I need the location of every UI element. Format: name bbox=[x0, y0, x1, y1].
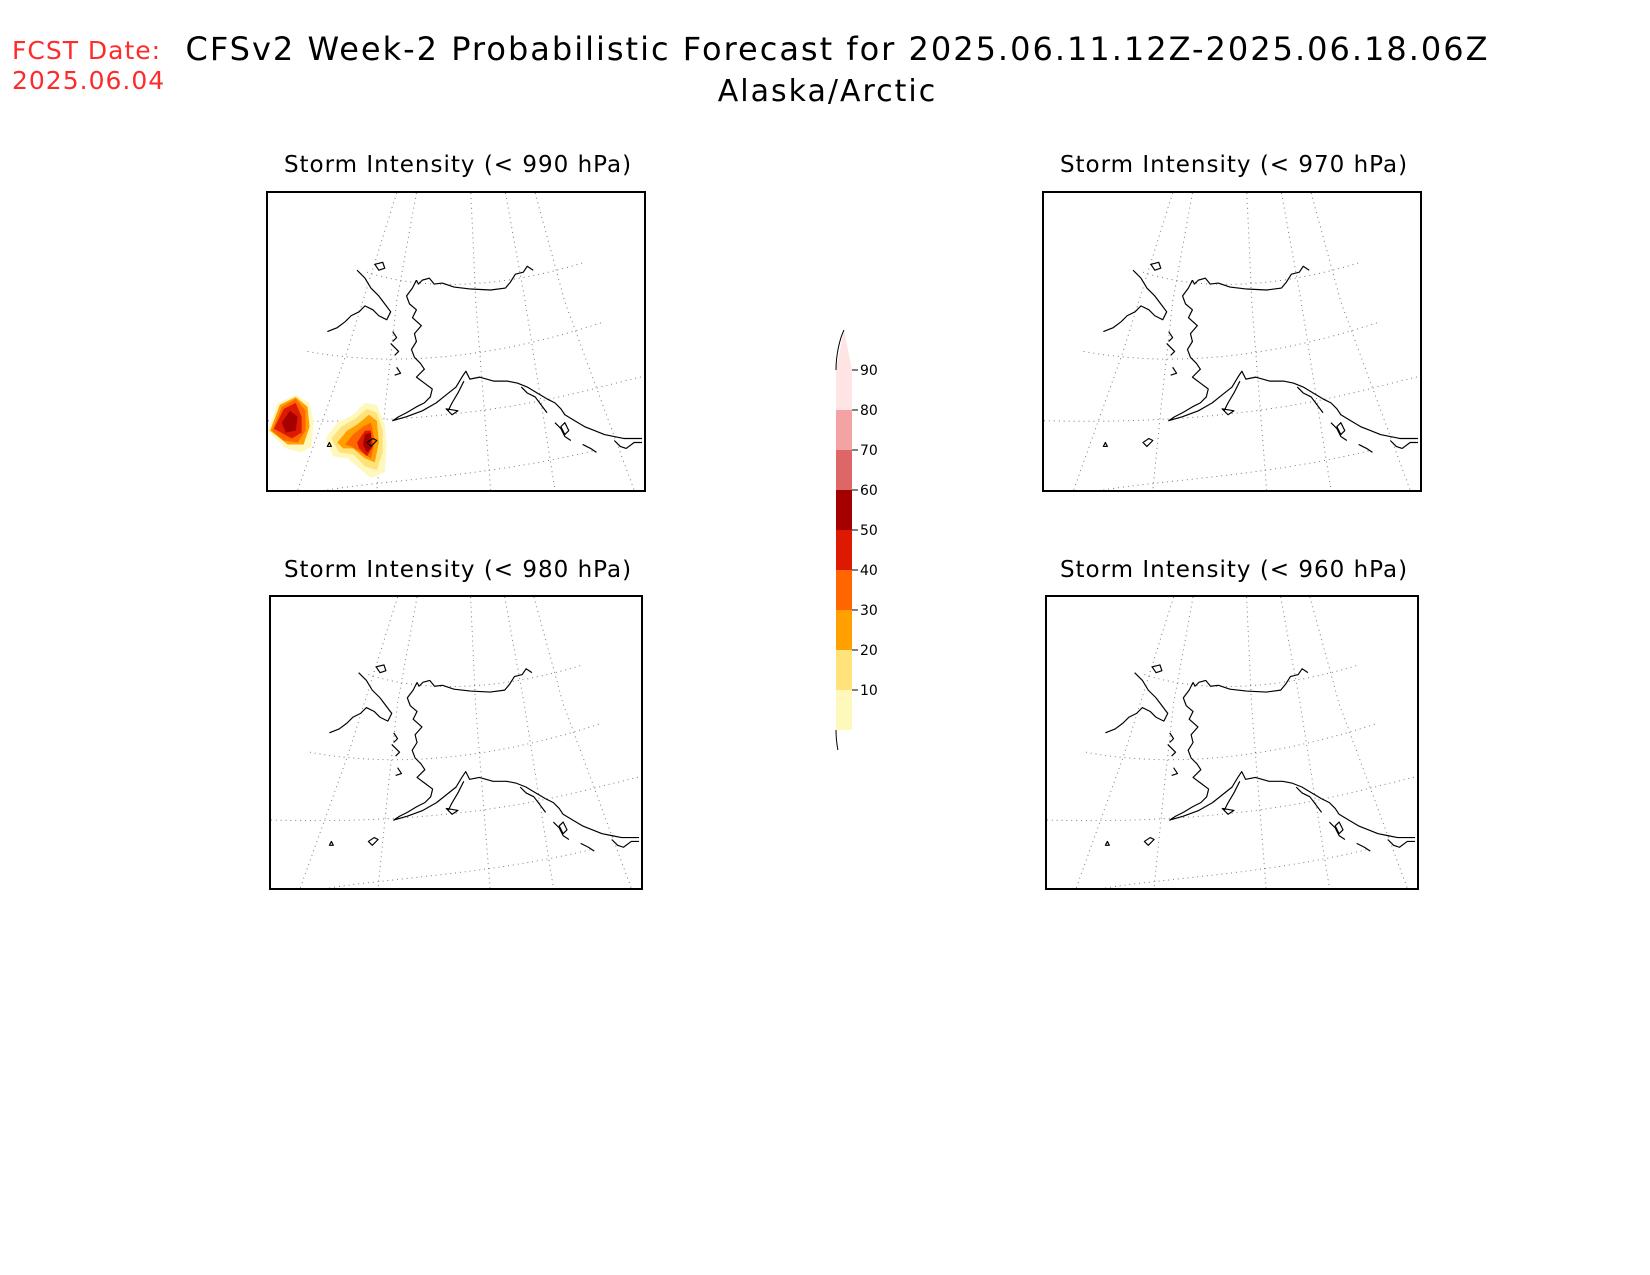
colorbar-bottom-edge bbox=[835, 729, 845, 771]
panel-title-960: Storm Intensity (< 960 hPa) bbox=[1059, 557, 1409, 583]
alaska-map-980 bbox=[271, 597, 641, 888]
colorbar: 90 80 70 60 50 40 30 20 10 bbox=[820, 329, 900, 771]
map-panel-960 bbox=[1045, 595, 1419, 890]
alaska-map-990 bbox=[268, 193, 644, 490]
colorbar-label-80: 80 bbox=[860, 403, 878, 419]
colorbar-box-30 bbox=[836, 610, 852, 650]
colorbar-box-50 bbox=[836, 530, 852, 570]
alaska-map-970 bbox=[1044, 193, 1420, 490]
colorbar-label-60: 60 bbox=[860, 483, 878, 499]
panel-title-980: Storm Intensity (< 980 hPa) bbox=[283, 557, 633, 583]
map-panel-980 bbox=[269, 595, 643, 890]
colorbar-box-60 bbox=[836, 490, 852, 530]
panel-title-970: Storm Intensity (< 970 hPa) bbox=[1059, 152, 1409, 178]
colorbar-label-20: 20 bbox=[860, 643, 878, 659]
colorbar-svg: 90 80 70 60 50 40 30 20 10 bbox=[835, 329, 878, 771]
page-title: CFSv2 Week-2 Probabilistic Forecast for … bbox=[0, 30, 1650, 109]
colorbar-box-40 bbox=[836, 570, 852, 610]
colorbar-box-20 bbox=[836, 650, 852, 690]
colorbar-label-30: 30 bbox=[860, 603, 878, 619]
colorbar-box-80 bbox=[836, 410, 852, 450]
fcst-date-label: FCST Date: bbox=[12, 36, 162, 65]
fcst-date-value: 2025.06.04 bbox=[12, 66, 166, 95]
colorbar-label-40: 40 bbox=[860, 563, 878, 579]
alaska-map-960 bbox=[1047, 597, 1417, 888]
colorbar-top-edge bbox=[835, 329, 845, 371]
colorbar-label-50: 50 bbox=[860, 523, 878, 539]
title-line-1: CFSv2 Week-2 Probabilistic Forecast for … bbox=[185, 30, 1490, 68]
panel-title-990: Storm Intensity (< 990 hPa) bbox=[283, 152, 633, 178]
colorbar-label-70: 70 bbox=[860, 443, 878, 459]
colorbar-top-triangle bbox=[836, 330, 852, 370]
colorbar-box-70 bbox=[836, 450, 852, 490]
colorbar-label-10: 10 bbox=[860, 683, 878, 699]
colorbar-box-90 bbox=[836, 370, 852, 410]
map-panel-970 bbox=[1042, 191, 1422, 492]
colorbar-label-90: 90 bbox=[860, 363, 878, 379]
map-panel-990 bbox=[266, 191, 646, 492]
title-line-2: Alaska/Arctic bbox=[717, 74, 938, 109]
fcst-date: FCST Date: 2025.06.04 bbox=[12, 36, 165, 96]
probability-shading-4 bbox=[281, 410, 298, 433]
colorbar-box-10 bbox=[836, 690, 852, 730]
